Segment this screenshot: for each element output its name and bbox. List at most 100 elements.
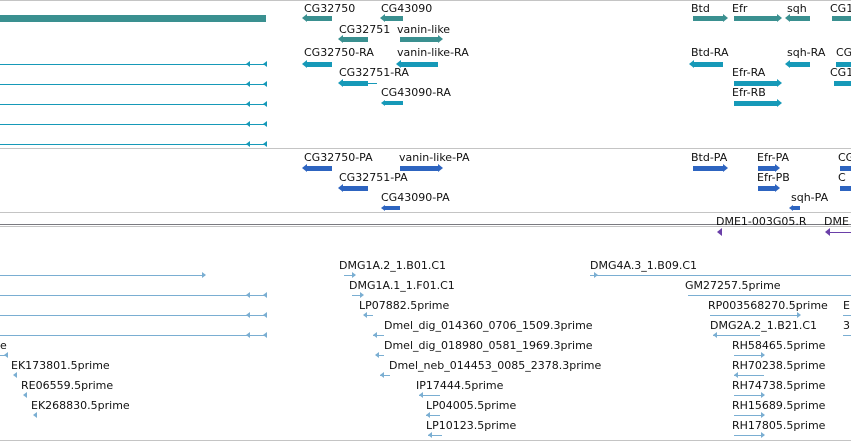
est-label[interactable]: RP003568270.5prime [708,299,828,312]
protein-label[interactable]: CG43090-PA [381,191,450,204]
est-label[interactable]: RH58465.5prime [732,339,826,352]
est-label[interactable]: RH70238.5prime [732,359,826,372]
est-feature[interactable] [843,335,851,336]
est-label[interactable]: 3 [843,319,850,332]
transcript-feature[interactable] [789,61,810,67]
gene-label[interactable]: Efr [732,2,748,15]
gene-label[interactable]: CG43090 [381,2,433,15]
est-label[interactable]: Dmel_dig_014360_0706_1509.3prime [384,319,593,332]
est-label[interactable]: RH15689.5prime [732,399,826,412]
gene-label[interactable]: CG32751 [339,23,391,36]
transcript-feature[interactable] [836,61,851,67]
est-feature[interactable] [352,295,362,296]
gene-feature[interactable] [400,36,438,42]
protein-feature[interactable] [306,165,332,171]
transcript-label[interactable]: Efr-RA [732,66,766,79]
clone-label[interactable]: DME [824,215,849,228]
gene-label[interactable]: vanin-like [397,23,451,36]
gene-feature[interactable] [832,15,851,21]
transcript-label[interactable]: Efr-RB [732,86,766,99]
est-feature[interactable] [376,355,384,356]
est-feature[interactable] [364,315,373,316]
protein-label[interactable]: Btd-PA [691,151,728,164]
transcript-label[interactable]: CG [836,46,851,59]
est-label[interactable]: e [0,339,7,352]
est-feature[interactable] [713,335,760,336]
est-feature[interactable] [710,315,800,316]
protein-feature[interactable] [342,185,368,191]
transcript-label[interactable]: sqh-RA [787,46,826,59]
gene-label[interactable]: CG32750 [304,2,356,15]
est-label[interactable]: LP10123.5prime [426,419,517,432]
protein-label[interactable]: CG32750-PA [304,151,373,164]
protein-feature[interactable] [758,185,775,191]
est-label[interactable]: E [843,299,850,312]
est-label[interactable]: GM27257.5prime [685,279,781,292]
protein-feature[interactable] [758,165,775,171]
est-label[interactable]: DMG4A.3_1.B09.C1 [590,259,698,272]
gene-feature[interactable] [693,15,723,21]
est-label[interactable]: Dmel_dig_018980_0581_1969.3prime [384,339,593,352]
gene-feature[interactable] [789,15,810,21]
est-feature[interactable] [0,355,7,356]
gene-label[interactable]: CG1 [830,2,851,15]
est-feature[interactable] [0,335,266,336]
est-feature[interactable] [428,435,442,436]
gene-feature[interactable] [0,15,266,22]
est-feature[interactable] [0,315,266,316]
transcript-label[interactable]: Btd-RA [691,46,729,59]
est-feature[interactable] [734,375,764,376]
gene-label[interactable]: sqh [787,2,807,15]
est-feature[interactable] [734,415,764,416]
est-feature[interactable] [590,275,851,276]
est-label[interactable]: EK173801.5prime [11,359,110,372]
protein-feature[interactable] [400,165,438,171]
protein-feature[interactable] [840,165,851,171]
est-label[interactable]: DMG1A.1_1.F01.C1 [349,279,455,292]
est-feature[interactable] [734,435,764,436]
clone-label[interactable]: DME1-003G05.R [716,215,807,228]
gene-feature[interactable] [734,15,777,21]
est-feature[interactable] [373,335,384,336]
est-feature[interactable] [344,275,355,276]
gene-feature[interactable] [384,15,403,21]
gene-feature[interactable] [306,15,332,21]
est-label[interactable]: EK268830.5prime [31,399,130,412]
protein-label[interactable]: CG [838,151,851,164]
transcript-feature[interactable] [368,83,377,84]
transcript-feature[interactable] [0,144,266,145]
est-feature[interactable] [688,295,851,296]
transcript-feature[interactable] [384,101,403,105]
protein-label[interactable]: sqh-PA [791,191,829,204]
protein-label[interactable]: Efr-PB [757,171,790,184]
protein-feature[interactable] [384,206,400,210]
protein-feature[interactable] [792,206,800,210]
transcript-feature[interactable] [734,80,777,86]
transcript-label[interactable]: CG32750-RA [304,46,374,59]
est-feature[interactable] [426,415,440,416]
est-feature[interactable] [380,375,390,376]
transcript-feature[interactable] [693,61,723,67]
protein-label[interactable]: C [838,171,846,184]
est-feature[interactable] [0,275,205,276]
est-label[interactable]: LP07882.5prime [359,299,450,312]
est-feature[interactable] [0,295,266,296]
est-label[interactable]: LP04005.5prime [426,399,517,412]
transcript-feature[interactable] [0,104,266,105]
transcript-label[interactable]: vanin-like-RA [397,46,469,59]
protein-feature[interactable] [840,185,851,191]
clone-feature[interactable] [829,232,851,233]
est-label[interactable]: Dmel_neb_014453_0085_2378.3prime [389,359,602,372]
est-label[interactable]: IP17444.5prime [416,379,504,392]
protein-label[interactable]: vanin-like-PA [399,151,470,164]
gene-label[interactable]: Btd [691,2,710,15]
transcript-label[interactable]: CG43090-RA [381,86,451,99]
protein-feature[interactable] [693,165,723,171]
transcript-feature[interactable] [0,124,266,125]
transcript-feature[interactable] [400,61,438,67]
transcript-feature[interactable] [306,61,332,67]
transcript-feature[interactable] [834,80,851,86]
transcript-label[interactable]: CG32751-RA [339,66,409,79]
est-label[interactable]: DMG1A.2_1.B01.C1 [339,259,447,272]
transcript-feature[interactable] [734,100,777,106]
